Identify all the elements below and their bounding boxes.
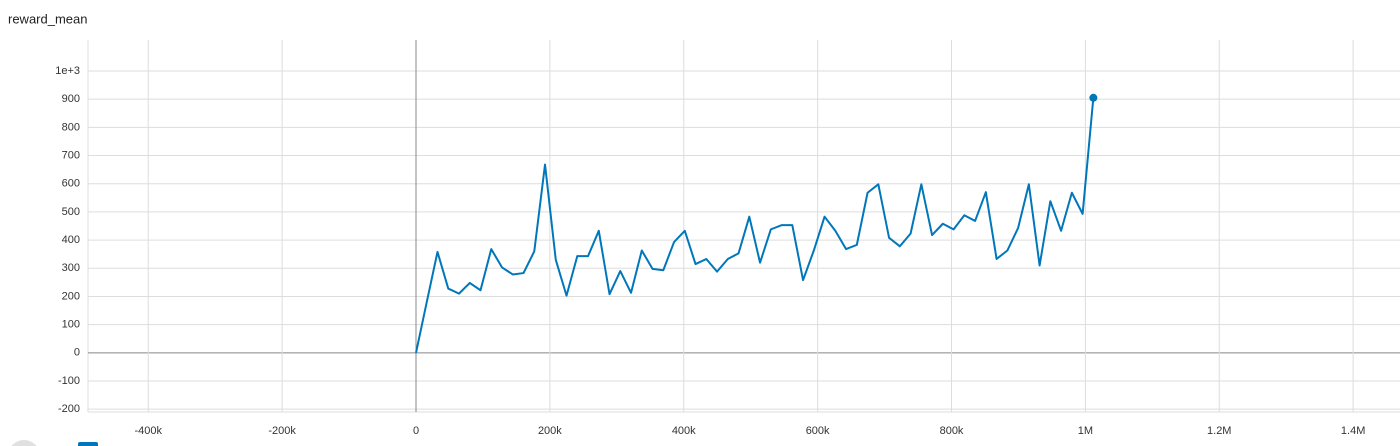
x-tick-label: 0 bbox=[413, 425, 419, 437]
toolbar-button[interactable] bbox=[8, 440, 40, 446]
x-tick-label: 200k bbox=[538, 425, 562, 437]
x-tick-label: 1M bbox=[1078, 425, 1093, 437]
x-tick-label: -400k bbox=[134, 425, 162, 437]
y-tick-label: 700 bbox=[62, 149, 80, 161]
y-tick-label: 900 bbox=[62, 93, 80, 105]
legend-swatch[interactable] bbox=[78, 442, 98, 446]
y-tick-label: 500 bbox=[62, 206, 80, 218]
series-line bbox=[415, 97, 1095, 354]
y-tick-label: 300 bbox=[62, 262, 80, 274]
y-tick-label: 400 bbox=[62, 234, 80, 246]
y-tick-label: -100 bbox=[58, 375, 80, 387]
x-tick-label: 800k bbox=[940, 425, 964, 437]
x-tick-label: -200k bbox=[268, 425, 296, 437]
y-tick-label: 0 bbox=[74, 347, 80, 359]
y-tick-label: 200 bbox=[62, 290, 80, 302]
y-tick-label: 800 bbox=[62, 121, 80, 133]
y-tick-label: 100 bbox=[62, 319, 80, 331]
y-tick-label: -200 bbox=[58, 403, 80, 415]
x-tick-label: 1.4M bbox=[1341, 425, 1365, 437]
x-tick-label: 400k bbox=[672, 425, 696, 437]
y-tick-label: 1e+3 bbox=[55, 65, 80, 77]
x-tick-label: 600k bbox=[806, 425, 830, 437]
last-point-marker bbox=[1089, 93, 1098, 102]
chart-title: reward_mean bbox=[8, 11, 88, 26]
y-tick-label: 600 bbox=[62, 178, 80, 190]
x-tick-label: 1.2M bbox=[1207, 425, 1231, 437]
